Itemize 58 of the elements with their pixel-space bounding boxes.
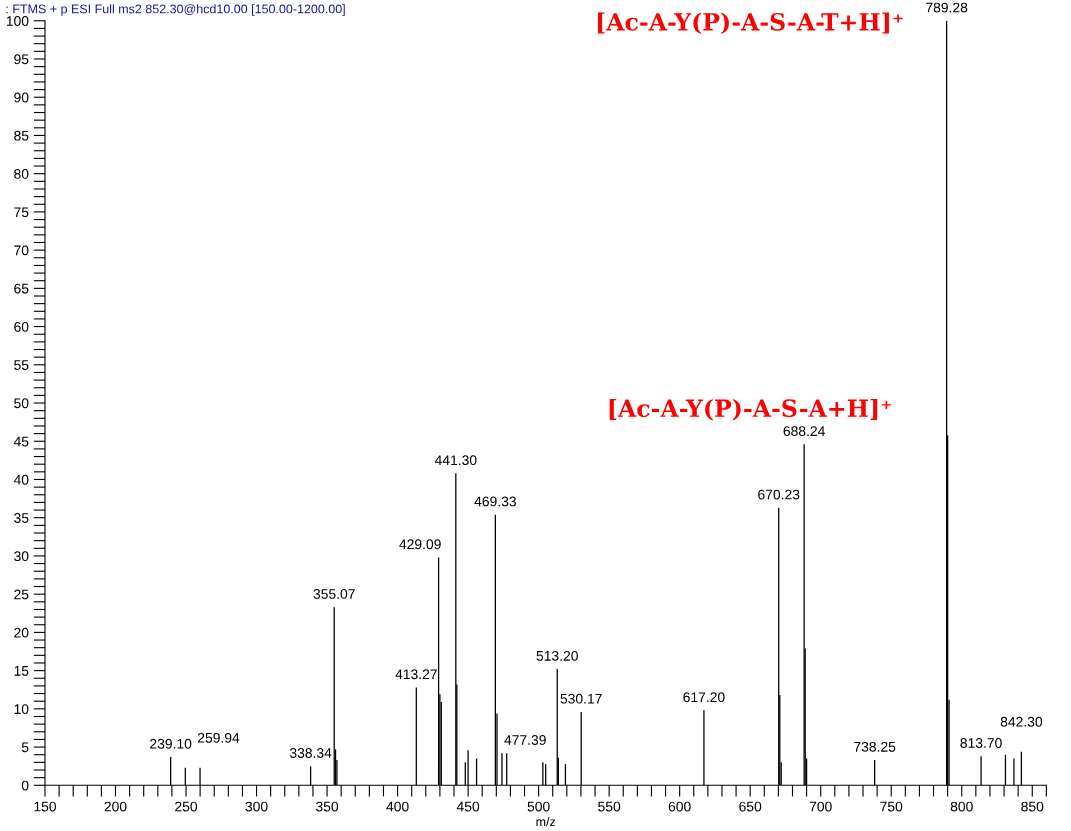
y-tick-label: 60 [14, 321, 29, 332]
y-tick-label: 100 [6, 16, 29, 26]
x-axis-title: m/z [536, 816, 556, 827]
x-tick-label: 800 [950, 801, 973, 812]
y-tick-label: 5 [21, 742, 29, 753]
annotation: 789.28 [926, 2, 968, 13]
annotation: 813.70 [960, 738, 1002, 748]
y-tick-label: 25 [14, 589, 29, 600]
annotation: 469.33 [474, 496, 516, 507]
y-tick-label: 0 [21, 780, 29, 791]
x-tick-label: 400 [386, 801, 409, 812]
x-tick-label: 500 [527, 801, 550, 812]
annotation: 239.10 [150, 738, 192, 749]
x-tick-label: 150 [34, 801, 57, 812]
y-tick-label: 50 [14, 398, 29, 409]
annotation: 670.23 [758, 489, 800, 500]
x-tick-label: 550 [598, 801, 621, 812]
annotation: 530.17 [560, 693, 602, 704]
y-tick-label: 65 [14, 283, 29, 294]
annotation: 413.27 [395, 669, 437, 680]
y-tick-label: 45 [13, 436, 29, 447]
y-tick-label: 70 [14, 245, 29, 256]
x-tick-label: 700 [809, 801, 832, 812]
y-tick-label: 35 [14, 513, 29, 523]
annotation: 338.34 [289, 748, 332, 758]
annotation: 617.20 [683, 692, 725, 703]
x-tick-label: 850 [1021, 801, 1044, 812]
x-tick-label: 750 [880, 801, 903, 812]
annotation: 259.94 [197, 732, 240, 743]
annotation: [Ac-A-Y(P)-A-S-A-T+H]⁺ [598, 12, 903, 35]
annotation: 441.30 [434, 455, 477, 466]
annotation: 842.30 [1000, 716, 1043, 727]
annotation: 477.39 [504, 735, 546, 745]
x-tick-label: 450 [456, 801, 480, 812]
annotation: 738.25 [854, 741, 896, 752]
y-tick-label: 85 [14, 130, 29, 141]
y-tick-label: 40 [13, 474, 29, 485]
y-tick-label: 30 [14, 551, 29, 562]
y-tick-label: 80 [14, 169, 29, 179]
chart-title: : FTMS + p ESI Full ms2 852.30@hcd10.00 [150.00-1200.00] [6, 4, 345, 16]
y-tick-label: 90 [14, 92, 29, 103]
annotation: 513.20 [536, 650, 578, 661]
y-tick-label: 15 [14, 666, 29, 676]
annotation: [Ac-A-Y(P)-A-S-A+H]⁺ [609, 398, 892, 421]
annotation: 355.07 [313, 589, 355, 599]
x-tick-label: 600 [668, 801, 691, 812]
x-tick-label: 650 [739, 801, 762, 812]
annotation: 429.09 [399, 539, 441, 550]
x-tick-label: 300 [245, 801, 268, 812]
y-tick-label: 10 [14, 704, 29, 715]
x-tick-label: 350 [316, 801, 339, 812]
y-tick-label: 75 [14, 207, 29, 218]
annotation: 688.24 [783, 426, 825, 437]
y-tick-label: 95 [14, 54, 29, 65]
y-tick-label: 55 [14, 360, 29, 370]
y-tick-label: 20 [14, 627, 29, 638]
x-tick-label: 250 [175, 801, 198, 812]
x-tick-label: 200 [104, 801, 127, 812]
